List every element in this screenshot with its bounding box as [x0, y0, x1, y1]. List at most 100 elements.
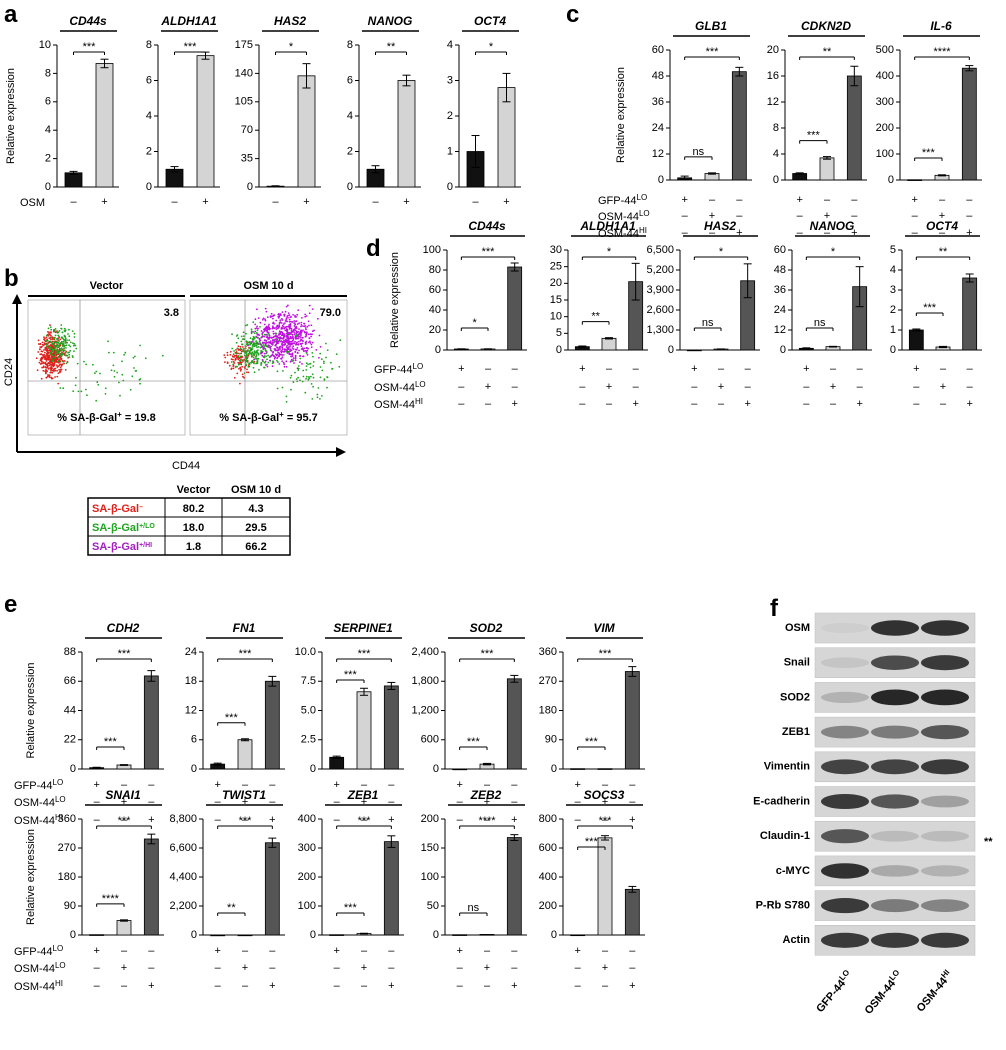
error-bar	[578, 345, 587, 348]
cell-dot	[272, 330, 275, 333]
cell-dot	[254, 356, 257, 358]
condition-sign: +	[511, 398, 517, 410]
cell-dot	[319, 366, 322, 368]
y-tick-label: 35	[241, 153, 253, 165]
cell-dot	[309, 340, 311, 343]
cell-dot	[251, 344, 254, 347]
cell-dot	[326, 376, 328, 378]
cell-dot	[308, 324, 310, 327]
cell-dot	[251, 340, 254, 343]
cell-dot	[242, 346, 244, 348]
cell-dot	[50, 366, 52, 368]
cell-dot	[57, 360, 60, 363]
cell-dot	[51, 349, 54, 352]
cell-dot	[49, 338, 52, 341]
cell-dot	[286, 335, 288, 338]
cell-dot	[276, 336, 279, 339]
cell-dot	[236, 352, 238, 355]
cell-dot	[46, 338, 49, 341]
condition-sign: –	[966, 210, 973, 222]
cell-dot	[293, 331, 296, 334]
sig-label: ***	[358, 815, 372, 827]
condition-sign: –	[511, 945, 518, 957]
y-tick-label: 500	[876, 44, 894, 56]
bar	[597, 768, 613, 770]
condition-sign: –	[94, 814, 101, 826]
cell-dot	[77, 390, 80, 393]
cell-dot	[272, 342, 275, 344]
cell-dot	[240, 340, 243, 343]
cell-dot	[45, 363, 47, 366]
condition-sign: –	[215, 814, 222, 826]
cell-dot	[71, 355, 74, 357]
error-bar	[735, 66, 744, 77]
cell-dot	[275, 342, 278, 345]
cell-dot	[56, 369, 58, 372]
sig-label: *	[473, 317, 478, 329]
table-header: OSM 10 d	[231, 484, 281, 496]
condition-sign: –	[709, 194, 716, 206]
cell-dot	[290, 358, 293, 361]
condition-sign: –	[272, 196, 279, 208]
error-bar	[680, 175, 689, 181]
cell-dot	[305, 352, 308, 354]
cell-dot	[41, 357, 44, 360]
sig-label: ***	[83, 41, 97, 53]
cell-dot	[310, 375, 312, 378]
condition-sign: –	[797, 210, 804, 222]
cell-dot	[55, 352, 58, 354]
cell-dot	[294, 337, 297, 340]
y-tick-label: 0	[447, 181, 453, 193]
cell-dot	[242, 375, 244, 378]
cell-dot	[226, 351, 229, 354]
bar	[196, 55, 215, 188]
cell-dot	[323, 360, 325, 363]
blot-band	[821, 622, 869, 634]
cell-dot	[300, 331, 302, 333]
cell-dot	[285, 317, 288, 320]
cell-dot	[261, 354, 264, 357]
error-bar	[360, 687, 368, 696]
y-tick-label: 0	[247, 181, 253, 193]
cell-dot	[230, 367, 233, 370]
sig-label: ***	[599, 815, 613, 827]
cell-dot	[60, 342, 63, 345]
arrow-head	[336, 447, 346, 457]
bar	[570, 934, 586, 937]
error-bar	[302, 63, 311, 89]
cell-dot	[254, 351, 256, 354]
bar	[264, 842, 280, 936]
cell-dot	[49, 348, 51, 351]
cell-dot	[266, 358, 268, 361]
cell-dot	[281, 360, 284, 363]
condition-sign: –	[851, 194, 858, 206]
cell-dot	[48, 374, 51, 377]
cell-dot	[247, 354, 250, 357]
condition-sign: –	[215, 796, 222, 808]
blot-band	[821, 759, 869, 775]
caption-sup: +	[279, 410, 284, 419]
cell-dot	[295, 348, 298, 351]
cell-dot	[57, 372, 60, 375]
cell-dot	[133, 367, 135, 369]
cell-dot	[53, 351, 56, 354]
cell-dot	[285, 305, 288, 308]
condition-sign: –	[824, 227, 831, 239]
cell-dot	[288, 333, 290, 336]
cell-dot	[245, 364, 247, 367]
chart-title: GLB1	[695, 19, 727, 33]
y-tick-label: 150	[421, 842, 439, 854]
cell-dot	[64, 351, 67, 354]
cell-dot	[316, 396, 319, 399]
cell-dot	[265, 310, 268, 313]
condition-sign: –	[602, 814, 609, 826]
error-bar	[850, 65, 859, 87]
cell-dot	[251, 346, 254, 348]
condition-sign: +	[214, 779, 220, 791]
y-tick-label: 0	[191, 929, 197, 941]
cell-dot	[261, 351, 263, 354]
bar	[264, 680, 280, 770]
cell-dot	[304, 349, 307, 352]
cell-dot	[261, 345, 264, 348]
cell-dot	[54, 354, 56, 357]
